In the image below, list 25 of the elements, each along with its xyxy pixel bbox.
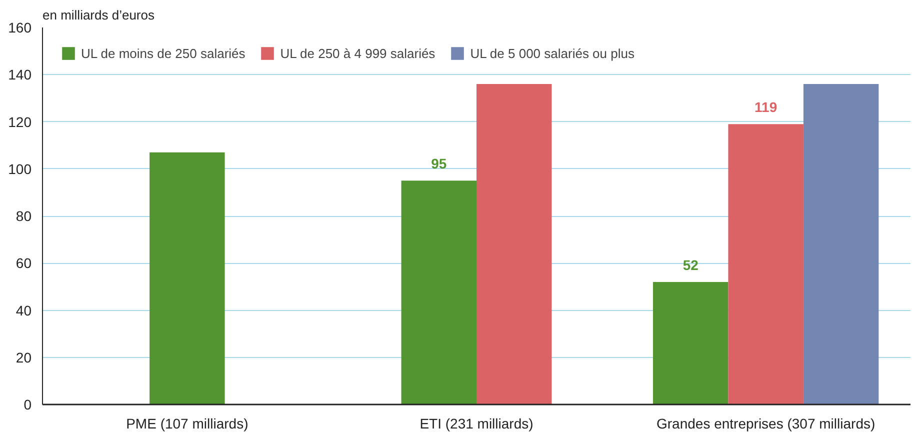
bar (803, 84, 879, 404)
legend-label: UL de moins de 250 salariés (81, 46, 246, 60)
x-tick-label: ETI (231 milliards) (420, 416, 534, 432)
bar (728, 124, 804, 404)
y-tick-label: 0 (24, 396, 32, 412)
data-label: 119 (754, 99, 778, 116)
bar (652, 282, 728, 404)
legend-label: UL de 5 000 salariés ou plus (470, 46, 634, 60)
y-tick-label: 120 (8, 114, 32, 130)
bar (150, 152, 225, 404)
y-tick-label: 160 (8, 20, 32, 36)
bar (476, 84, 552, 404)
y-tick-label: 100 (8, 160, 32, 177)
y-tick-label: 60 (16, 255, 32, 272)
bar (401, 180, 476, 404)
y-tick-label: 20 (16, 349, 32, 366)
data-label: 95 (431, 156, 447, 172)
x-tick-label: PME (107 milliards) (126, 416, 248, 432)
y-tick-label: 80 (16, 208, 32, 224)
legend-label: UL de 250 à 4 999 salariés (280, 46, 436, 60)
x-tick-label: Grandes entreprises (307 milliards) (656, 416, 876, 432)
data-label: 52 (682, 256, 699, 273)
y-tick-label: 140 (8, 66, 32, 83)
y-tick-label: 40 (16, 302, 32, 318)
y-axis-title: en milliards d’euros (42, 8, 155, 22)
